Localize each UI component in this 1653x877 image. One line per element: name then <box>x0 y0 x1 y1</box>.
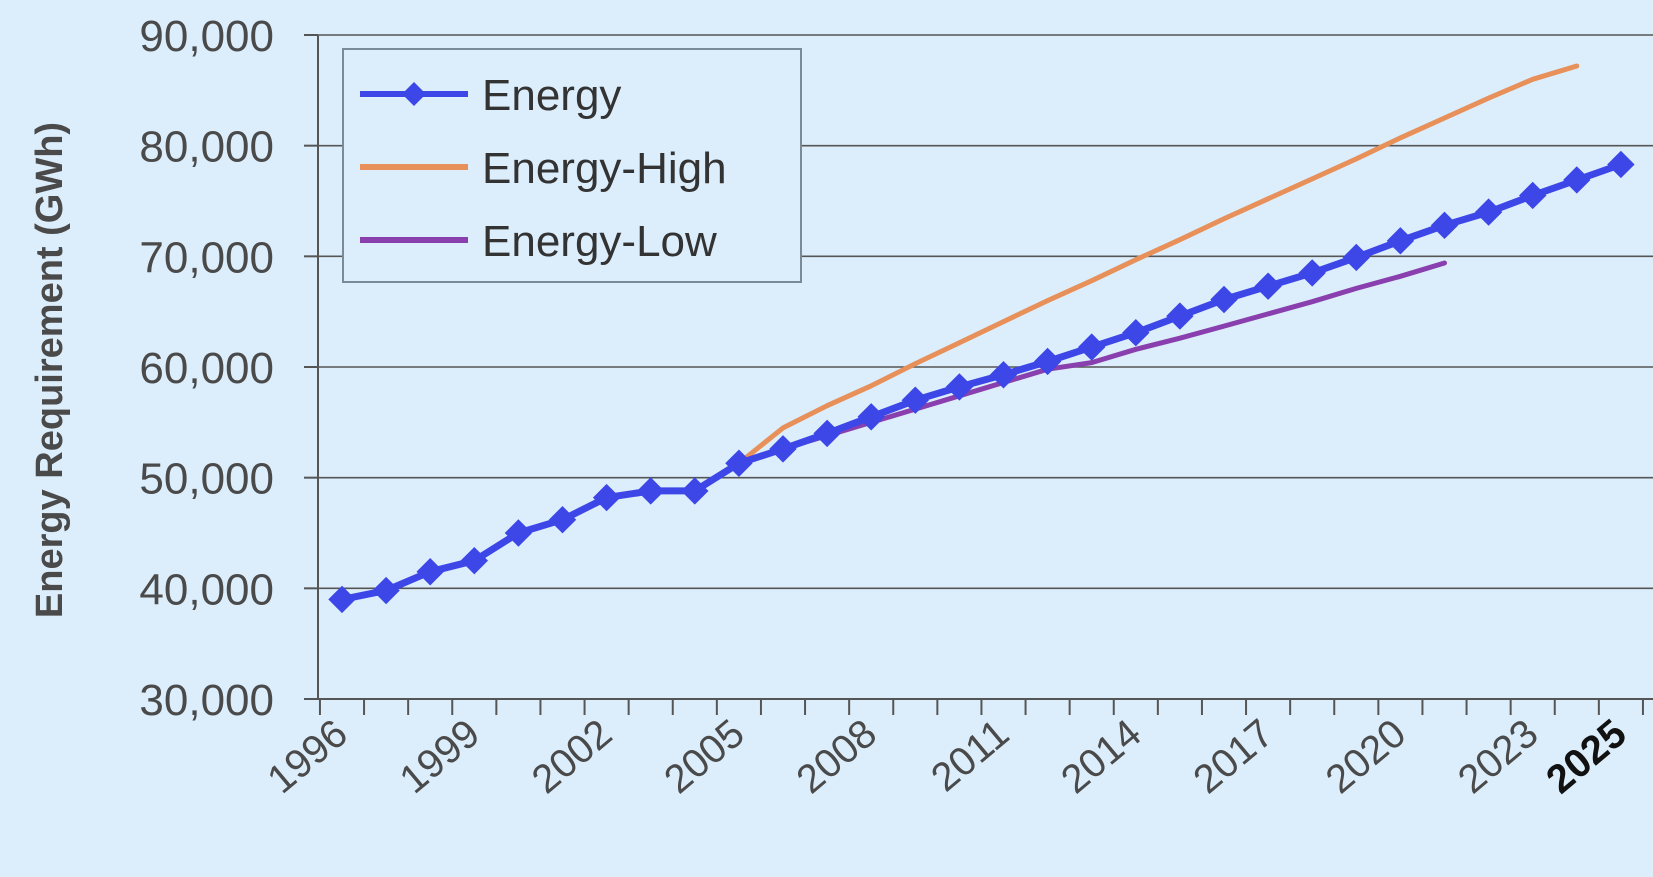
data-point-energy-2015 <box>1166 302 1194 330</box>
data-point-energy-2016 <box>1210 285 1238 314</box>
y-axis-ticks: 30,000 40,000 50,000 60,000 70,000 80,000 90,0… <box>139 12 318 725</box>
data-point-energy-2014 <box>1122 318 1150 347</box>
data-point-energy-2013 <box>1077 333 1106 361</box>
legend-label-energy: Energy <box>482 71 621 120</box>
legend-label-energy-low: Energy-Low <box>482 217 717 266</box>
data-point-energy-2020 <box>1386 227 1415 255</box>
data-point-energy-2017 <box>1254 272 1282 300</box>
legend: Energy Energy-High Energy-Low <box>342 48 802 283</box>
data-point-energy-2025 <box>1607 150 1635 179</box>
data-point-energy-2021 <box>1430 211 1459 240</box>
y-tick-label-70000: 70,000 <box>139 233 274 282</box>
data-point-energy-2004 <box>681 477 709 505</box>
legend-marker-energy <box>402 82 426 106</box>
y-tick-label-80000: 80,000 <box>139 123 274 172</box>
series-group <box>328 63 1635 614</box>
data-point-energy-1999 <box>460 546 489 575</box>
y-tick-label-50000: 50,000 <box>139 455 274 504</box>
data-point-energy-1997 <box>372 576 400 605</box>
data-point-energy-2019 <box>1342 243 1371 272</box>
y-tick-label-40000: 40,000 <box>139 565 274 614</box>
data-point-energy-2012 <box>1033 347 1062 376</box>
data-point-energy-2009 <box>901 386 930 414</box>
data-point-energy-2003 <box>636 477 665 505</box>
data-point-energy-2005 <box>725 449 753 477</box>
data-point-energy-2022 <box>1474 198 1503 226</box>
data-point-energy-2002 <box>592 483 621 512</box>
y-tick-label-60000: 60,000 <box>139 344 274 393</box>
data-point-energy-2008 <box>857 403 885 431</box>
data-point-energy-1998 <box>416 558 444 586</box>
data-point-energy-1996 <box>328 585 356 614</box>
data-point-energy-2001 <box>548 506 577 534</box>
y-tick-label-90000: 90,000 <box>139 12 274 61</box>
data-point-energy-2023 <box>1518 181 1547 210</box>
data-point-energy-2000 <box>504 519 533 547</box>
data-point-energy-2018 <box>1298 259 1326 287</box>
data-point-energy-2011 <box>989 361 1018 389</box>
data-point-energy-2010 <box>945 373 974 401</box>
data-point-energy-2006 <box>769 435 797 463</box>
legend-label-energy-high: Energy-High <box>482 144 727 193</box>
y-tick-label-30000: 30,000 <box>139 676 274 725</box>
data-point-energy-2007 <box>813 419 841 448</box>
data-point-energy-2024 <box>1563 166 1591 194</box>
y-axis-title: Energy Requirement (GWh) <box>29 122 71 618</box>
